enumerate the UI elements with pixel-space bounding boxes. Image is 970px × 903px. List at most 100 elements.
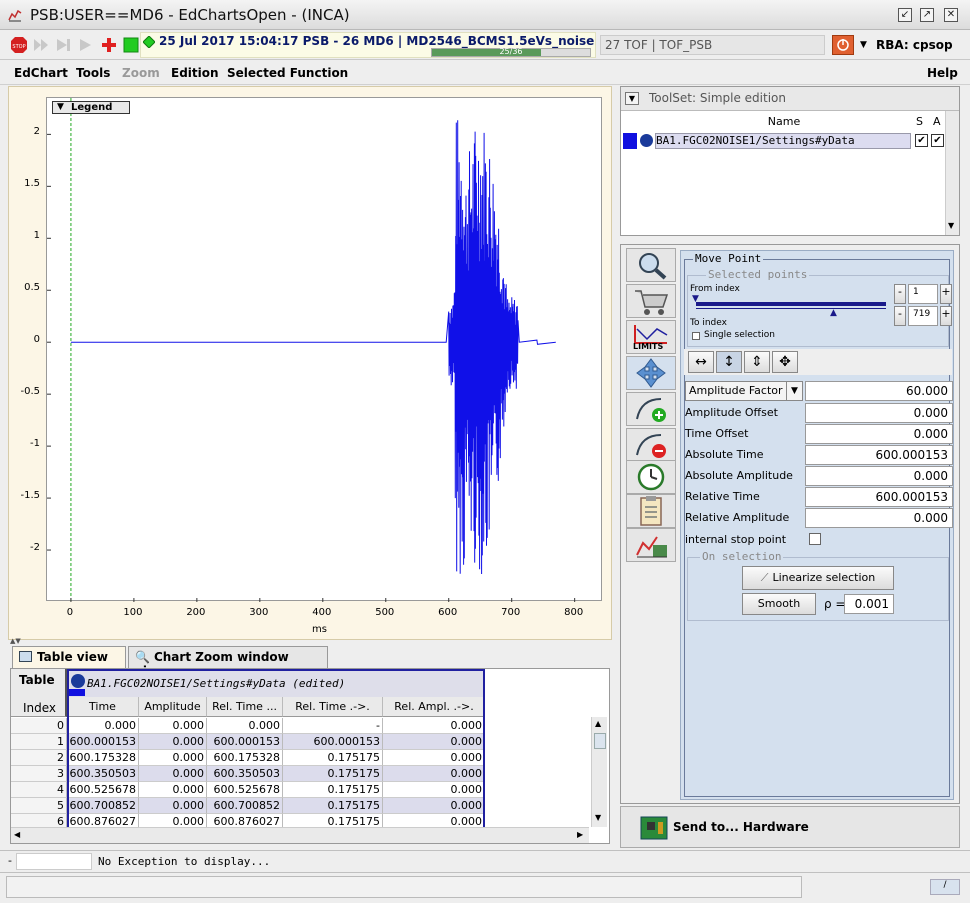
add-icon[interactable]	[100, 36, 118, 54]
amplitude-factor-select[interactable]: Amplitude Factor ▼	[685, 381, 803, 401]
move-point-tool[interactable]	[626, 356, 676, 390]
vertical-move-icon[interactable]: ↕	[716, 351, 742, 373]
scroll-down-icon[interactable]: ▼	[595, 813, 602, 822]
chart-svg[interactable]	[46, 98, 603, 602]
horizontal-scrollbar[interactable]: ◀ ▶	[11, 827, 589, 843]
column-header[interactable]: Rel. Time ...	[207, 697, 283, 717]
column-header[interactable]: Time	[67, 697, 139, 717]
fast-forward-icon[interactable]	[32, 36, 50, 54]
table-cell[interactable]: 0.000	[139, 766, 207, 782]
select-checkbox[interactable]: ✔	[915, 134, 928, 147]
table-cell[interactable]: 0.175175	[283, 782, 383, 798]
field-value[interactable]: 0.000	[805, 424, 953, 444]
status-mini-button[interactable]: /	[930, 879, 960, 895]
minimize-icon[interactable]: ↙	[898, 8, 912, 22]
table-cell[interactable]: 600.175328	[67, 750, 139, 766]
field-value[interactable]: 600.000153	[805, 445, 953, 465]
column-header[interactable]: Rel. Time .->.	[283, 697, 383, 717]
chart-settings-tool[interactable]	[626, 528, 676, 562]
table-cell[interactable]: 600.525678	[67, 782, 139, 798]
table-cell[interactable]: 0.000	[207, 718, 283, 734]
table-cell[interactable]: 600.525678	[207, 782, 283, 798]
green-square-icon[interactable]	[122, 36, 140, 54]
toolset-scrollbar[interactable]: ▼	[945, 111, 959, 235]
plot-area[interactable]	[46, 97, 603, 602]
table-cell[interactable]: 600.876027	[67, 814, 139, 830]
menu-tools[interactable]: Tools	[76, 66, 111, 80]
table-cell[interactable]: 0.000	[139, 814, 207, 830]
power-icon[interactable]	[832, 35, 854, 55]
exception-combo[interactable]	[16, 853, 92, 870]
scroll-right-icon[interactable]: ▶	[577, 830, 584, 839]
horizontal-move-icon[interactable]: ↔	[688, 351, 714, 373]
toolset-dropdown-icon[interactable]: ▼	[625, 92, 639, 105]
rba-dropdown-icon[interactable]: ▼	[860, 40, 867, 50]
menu-edition[interactable]: Edition	[171, 66, 219, 80]
table-cell[interactable]: 0.000	[139, 798, 207, 814]
single-selection-checkbox[interactable]	[692, 332, 700, 340]
table-cell[interactable]: 600.350503	[67, 766, 139, 782]
from-index-field[interactable]: 1	[908, 284, 938, 304]
table-cell[interactable]: 0.175175	[283, 750, 383, 766]
legend-toggle[interactable]: ▼ Legend	[52, 101, 130, 114]
to-thumb-icon[interactable]: ▲	[830, 308, 837, 318]
internal-stop-checkbox[interactable]	[809, 533, 821, 545]
table-cell[interactable]: 600.876027	[207, 814, 283, 830]
clock-tool[interactable]	[626, 460, 676, 494]
series-line[interactable]	[70, 120, 556, 575]
table-cell[interactable]: 0.000	[139, 718, 207, 734]
table-cell[interactable]: 600.000153	[207, 734, 283, 750]
table-cell[interactable]: 0.000	[67, 718, 139, 734]
table-cell[interactable]: 600.350503	[207, 766, 283, 782]
tof-field[interactable]: 27 TOF | TOF_PSB	[600, 35, 825, 55]
menu-selected-function[interactable]: Selected Function	[227, 66, 349, 80]
table-cell[interactable]: 0.000	[139, 734, 207, 750]
field-value[interactable]: 0.000	[805, 466, 953, 486]
smooth-button[interactable]: Smooth	[742, 593, 816, 615]
range-slider[interactable]	[696, 302, 886, 306]
maximize-icon[interactable]: ↗	[920, 8, 934, 22]
column-header[interactable]: Amplitude	[139, 697, 207, 717]
table-cell[interactable]: 0.000	[383, 750, 485, 766]
stop-icon[interactable]: STOP	[10, 36, 28, 54]
table-cell[interactable]: 600.700852	[67, 798, 139, 814]
tab-table-view[interactable]: Table view	[12, 646, 126, 668]
table-cell[interactable]: 600.175328	[207, 750, 283, 766]
amplitude-factor-field[interactable]: 60.000	[805, 381, 953, 401]
table-cell[interactable]: 0.000	[139, 782, 207, 798]
table-cell[interactable]: 0.000	[383, 766, 485, 782]
table-cell[interactable]: -	[283, 718, 383, 734]
zoom-tool[interactable]	[626, 248, 676, 282]
free-move-icon[interactable]: ✥	[772, 351, 798, 373]
field-value[interactable]: 600.000153	[805, 487, 953, 507]
clipboard-tool[interactable]	[626, 494, 676, 528]
from-thumb-icon[interactable]: ▼	[692, 294, 699, 304]
to-index-field[interactable]: 719	[908, 306, 938, 326]
column-header[interactable]: Rel. Ampl. .->.	[383, 697, 485, 717]
table-cell[interactable]: 0.000	[383, 734, 485, 750]
active-checkbox[interactable]: ✔	[931, 134, 944, 147]
table-cell[interactable]: 600.000153	[67, 734, 139, 750]
toolset-scroll-down-icon[interactable]: ▼	[948, 221, 955, 230]
vertical-scrollbar[interactable]: ▲ ▼	[591, 717, 607, 827]
field-value[interactable]: 0.000	[805, 508, 953, 528]
menu-edchart[interactable]: EdChart	[14, 66, 68, 80]
cart-tool[interactable]	[626, 284, 676, 318]
table-cell[interactable]: 0.000	[383, 718, 485, 734]
scroll-thumb[interactable]	[594, 733, 606, 749]
vertical-split-move-icon[interactable]: ⇕	[744, 351, 770, 373]
table-cell[interactable]: 0.175175	[283, 766, 383, 782]
to-index-increment[interactable]: +	[940, 306, 952, 326]
from-index-increment[interactable]: +	[940, 284, 952, 304]
table-cell[interactable]: 0.000	[139, 750, 207, 766]
to-index-decrement[interactable]: -	[894, 306, 906, 326]
add-point-tool[interactable]	[626, 392, 676, 426]
scroll-left-icon[interactable]: ◀	[14, 830, 21, 839]
table-cell[interactable]: 0.000	[383, 782, 485, 798]
menu-help[interactable]: Help	[927, 66, 958, 80]
range-slider-lower[interactable]	[696, 308, 886, 309]
scroll-up-icon[interactable]: ▲	[595, 719, 602, 728]
limits-tool[interactable]: LIMITS	[626, 320, 676, 354]
table-cell[interactable]: 0.175175	[283, 798, 383, 814]
menu-zoom[interactable]: Zoom	[122, 66, 160, 80]
